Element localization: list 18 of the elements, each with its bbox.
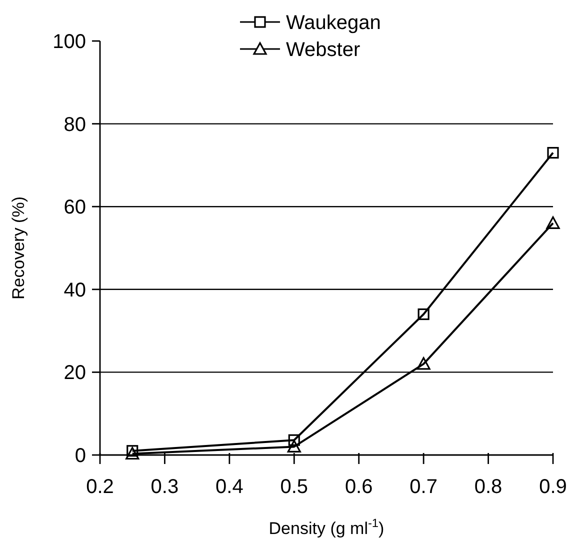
y-tick-label: 0 xyxy=(74,445,86,467)
legend-label: Webster xyxy=(286,39,360,61)
x-tick-label: 0.7 xyxy=(410,476,438,498)
x-tick-label: 0.2 xyxy=(86,476,114,498)
y-tick-label: 60 xyxy=(64,196,86,219)
x-tick-label: 0.5 xyxy=(280,476,308,498)
x-tick-label: 0.9 xyxy=(539,476,567,498)
x-tick-label: 0.3 xyxy=(150,476,179,498)
legend-label: Waukegan xyxy=(286,12,381,34)
x-tick-label: 0.8 xyxy=(474,476,502,498)
y-tick-label: 80 xyxy=(64,114,86,136)
y-tick-label: 40 xyxy=(64,279,86,302)
y-axis-title: Recovery (%) xyxy=(9,196,28,300)
y-tick-label: 100 xyxy=(52,31,86,53)
x-tick-label: 0.6 xyxy=(344,476,373,498)
x-tick-label: 0.4 xyxy=(216,476,244,498)
x-axis-title: Density (g ml$^{-1}$) xyxy=(268,516,384,538)
y-tick-label: 20 xyxy=(64,362,86,384)
